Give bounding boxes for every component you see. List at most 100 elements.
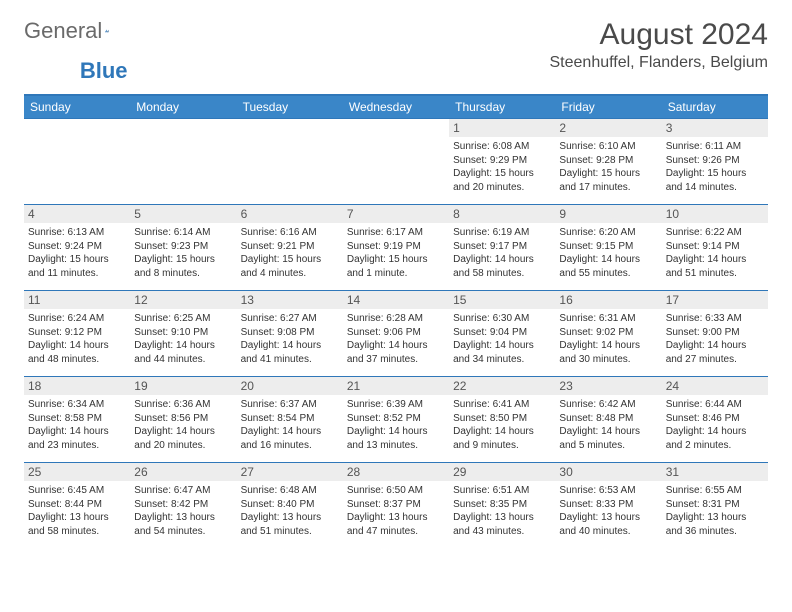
- day-number: 27: [237, 463, 343, 481]
- day-details: Sunrise: 6:37 AMSunset: 8:54 PMDaylight:…: [237, 395, 343, 456]
- daylight-text: and 51 minutes.: [666, 267, 764, 281]
- calendar-cell: 2Sunrise: 6:10 AMSunset: 9:28 PMDaylight…: [555, 119, 661, 205]
- day-number: 30: [555, 463, 661, 481]
- daylight-text: and 44 minutes.: [134, 353, 232, 367]
- daylight-text: Daylight: 14 hours: [134, 425, 232, 439]
- day-details: Sunrise: 6:34 AMSunset: 8:58 PMDaylight:…: [24, 395, 130, 456]
- calendar-cell: 29Sunrise: 6:51 AMSunset: 8:35 PMDayligh…: [449, 463, 555, 549]
- day-number: 17: [662, 291, 768, 309]
- day-header: Monday: [130, 95, 236, 119]
- sunrise-text: Sunrise: 6:08 AM: [453, 140, 551, 154]
- sunset-text: Sunset: 9:08 PM: [241, 326, 339, 340]
- calendar-week: 11Sunrise: 6:24 AMSunset: 9:12 PMDayligh…: [24, 291, 768, 377]
- day-number: 23: [555, 377, 661, 395]
- sunrise-text: Sunrise: 6:28 AM: [347, 312, 445, 326]
- day-number: 25: [24, 463, 130, 481]
- sunset-text: Sunset: 9:06 PM: [347, 326, 445, 340]
- calendar-cell: 10Sunrise: 6:22 AMSunset: 9:14 PMDayligh…: [662, 205, 768, 291]
- day-number: 5: [130, 205, 236, 223]
- sunset-text: Sunset: 9:26 PM: [666, 154, 764, 168]
- daylight-text: and 36 minutes.: [666, 525, 764, 539]
- sunset-text: Sunset: 9:14 PM: [666, 240, 764, 254]
- calendar-cell: 28Sunrise: 6:50 AMSunset: 8:37 PMDayligh…: [343, 463, 449, 549]
- daylight-text: and 11 minutes.: [28, 267, 126, 281]
- sunrise-text: Sunrise: 6:25 AM: [134, 312, 232, 326]
- day-number: 26: [130, 463, 236, 481]
- daylight-text: Daylight: 14 hours: [241, 425, 339, 439]
- sunrise-text: Sunrise: 6:13 AM: [28, 226, 126, 240]
- day-number: 20: [237, 377, 343, 395]
- daylight-text: Daylight: 13 hours: [453, 511, 551, 525]
- day-details: Sunrise: 6:24 AMSunset: 9:12 PMDaylight:…: [24, 309, 130, 370]
- sunrise-text: Sunrise: 6:55 AM: [666, 484, 764, 498]
- daylight-text: Daylight: 14 hours: [347, 339, 445, 353]
- day-details: Sunrise: 6:16 AMSunset: 9:21 PMDaylight:…: [237, 223, 343, 284]
- day-header: Friday: [555, 95, 661, 119]
- sunset-text: Sunset: 8:33 PM: [559, 498, 657, 512]
- daylight-text: and 14 minutes.: [666, 181, 764, 195]
- sunrise-text: Sunrise: 6:27 AM: [241, 312, 339, 326]
- sunrise-text: Sunrise: 6:45 AM: [28, 484, 126, 498]
- daylight-text: Daylight: 15 hours: [453, 167, 551, 181]
- day-number: 4: [24, 205, 130, 223]
- calendar-cell: 9Sunrise: 6:20 AMSunset: 9:15 PMDaylight…: [555, 205, 661, 291]
- daylight-text: Daylight: 14 hours: [28, 339, 126, 353]
- calendar-cell: [24, 119, 130, 205]
- day-details: Sunrise: 6:27 AMSunset: 9:08 PMDaylight:…: [237, 309, 343, 370]
- day-details: Sunrise: 6:53 AMSunset: 8:33 PMDaylight:…: [555, 481, 661, 542]
- sunrise-text: Sunrise: 6:44 AM: [666, 398, 764, 412]
- calendar-cell: [130, 119, 236, 205]
- sunrise-text: Sunrise: 6:37 AM: [241, 398, 339, 412]
- day-header: Sunday: [24, 95, 130, 119]
- sunrise-text: Sunrise: 6:17 AM: [347, 226, 445, 240]
- day-number: 1: [449, 119, 555, 137]
- daylight-text: and 27 minutes.: [666, 353, 764, 367]
- calendar-cell: 6Sunrise: 6:16 AMSunset: 9:21 PMDaylight…: [237, 205, 343, 291]
- day-number: 14: [343, 291, 449, 309]
- daylight-text: and 47 minutes.: [347, 525, 445, 539]
- day-number: 18: [24, 377, 130, 395]
- calendar-cell: 25Sunrise: 6:45 AMSunset: 8:44 PMDayligh…: [24, 463, 130, 549]
- sunrise-text: Sunrise: 6:48 AM: [241, 484, 339, 498]
- calendar-cell: 21Sunrise: 6:39 AMSunset: 8:52 PMDayligh…: [343, 377, 449, 463]
- calendar-cell: 19Sunrise: 6:36 AMSunset: 8:56 PMDayligh…: [130, 377, 236, 463]
- sunset-text: Sunset: 9:15 PM: [559, 240, 657, 254]
- day-number: 22: [449, 377, 555, 395]
- calendar-cell: 17Sunrise: 6:33 AMSunset: 9:00 PMDayligh…: [662, 291, 768, 377]
- day-details: Sunrise: 6:33 AMSunset: 9:00 PMDaylight:…: [662, 309, 768, 370]
- sunrise-text: Sunrise: 6:51 AM: [453, 484, 551, 498]
- daylight-text: and 51 minutes.: [241, 525, 339, 539]
- calendar-week: 4Sunrise: 6:13 AMSunset: 9:24 PMDaylight…: [24, 205, 768, 291]
- calendar-cell: 20Sunrise: 6:37 AMSunset: 8:54 PMDayligh…: [237, 377, 343, 463]
- sunrise-text: Sunrise: 6:31 AM: [559, 312, 657, 326]
- day-details: Sunrise: 6:13 AMSunset: 9:24 PMDaylight:…: [24, 223, 130, 284]
- sunset-text: Sunset: 8:42 PM: [134, 498, 232, 512]
- daylight-text: Daylight: 14 hours: [28, 425, 126, 439]
- day-details: Sunrise: 6:25 AMSunset: 9:10 PMDaylight:…: [130, 309, 236, 370]
- daylight-text: Daylight: 15 hours: [134, 253, 232, 267]
- calendar-cell: 15Sunrise: 6:30 AMSunset: 9:04 PMDayligh…: [449, 291, 555, 377]
- day-number: 6: [237, 205, 343, 223]
- calendar-cell: 18Sunrise: 6:34 AMSunset: 8:58 PMDayligh…: [24, 377, 130, 463]
- calendar-cell: 16Sunrise: 6:31 AMSunset: 9:02 PMDayligh…: [555, 291, 661, 377]
- calendar-cell: 8Sunrise: 6:19 AMSunset: 9:17 PMDaylight…: [449, 205, 555, 291]
- daylight-text: and 16 minutes.: [241, 439, 339, 453]
- calendar-week: 25Sunrise: 6:45 AMSunset: 8:44 PMDayligh…: [24, 463, 768, 549]
- day-number: 31: [662, 463, 768, 481]
- calendar-table: SundayMondayTuesdayWednesdayThursdayFrid…: [24, 94, 768, 549]
- day-number: 12: [130, 291, 236, 309]
- daylight-text: and 34 minutes.: [453, 353, 551, 367]
- calendar-cell: 4Sunrise: 6:13 AMSunset: 9:24 PMDaylight…: [24, 205, 130, 291]
- day-number: 8: [449, 205, 555, 223]
- sunset-text: Sunset: 9:10 PM: [134, 326, 232, 340]
- sunrise-text: Sunrise: 6:42 AM: [559, 398, 657, 412]
- daylight-text: Daylight: 13 hours: [241, 511, 339, 525]
- daylight-text: Daylight: 13 hours: [559, 511, 657, 525]
- daylight-text: and 17 minutes.: [559, 181, 657, 195]
- calendar-cell: 12Sunrise: 6:25 AMSunset: 9:10 PMDayligh…: [130, 291, 236, 377]
- calendar-week: 1Sunrise: 6:08 AMSunset: 9:29 PMDaylight…: [24, 119, 768, 205]
- daylight-text: Daylight: 13 hours: [347, 511, 445, 525]
- day-details: Sunrise: 6:41 AMSunset: 8:50 PMDaylight:…: [449, 395, 555, 456]
- location-label: Steenhuffel, Flanders, Belgium: [550, 54, 769, 72]
- daylight-text: Daylight: 14 hours: [134, 339, 232, 353]
